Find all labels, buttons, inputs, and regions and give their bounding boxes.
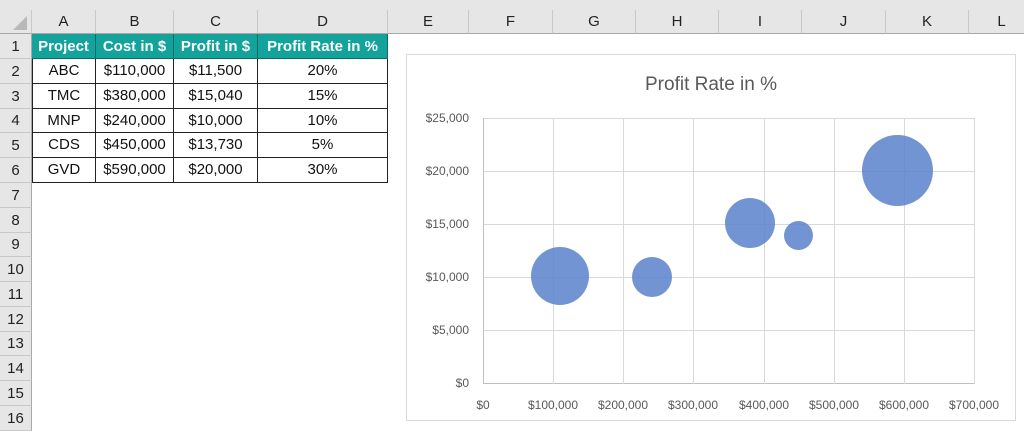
y-tick-label: $5,000 <box>432 323 469 337</box>
column-header-h[interactable]: H <box>636 10 719 34</box>
row-header-9[interactable]: 9 <box>0 233 32 257</box>
gridline-x-400000 <box>764 118 765 384</box>
row-header-16[interactable]: 16 <box>0 406 32 431</box>
cell-b4[interactable]: $240,000 <box>96 109 174 133</box>
x-tick-label: $300,000 <box>667 398 719 412</box>
column-header-e[interactable]: E <box>388 10 469 34</box>
y-tick-label: $10,000 <box>425 270 469 284</box>
cell-b3[interactable]: $380,000 <box>96 84 174 109</box>
bubble-tmc[interactable] <box>725 198 775 248</box>
cell-d2[interactable]: 20% <box>258 59 388 84</box>
row-header-11[interactable]: 11 <box>0 282 32 307</box>
column-header-k[interactable]: K <box>886 10 969 34</box>
cell-c4[interactable]: $10,000 <box>174 109 258 133</box>
row-header-1[interactable]: 1 <box>0 34 32 59</box>
row-header-2[interactable]: 2 <box>0 59 32 84</box>
cell-d4[interactable]: 10% <box>258 109 388 133</box>
gridline-y-20000 <box>483 171 974 172</box>
row-header-8[interactable]: 8 <box>0 208 32 233</box>
select-all-button[interactable] <box>0 10 32 34</box>
row-header-7[interactable]: 7 <box>0 183 32 208</box>
cell-a4[interactable]: MNP <box>32 109 96 133</box>
y-tick-label: $15,000 <box>425 217 469 231</box>
cell-d6[interactable]: 30% <box>258 158 388 183</box>
cell-b2[interactable]: $110,000 <box>96 59 174 84</box>
cell-d3[interactable]: 15% <box>258 84 388 109</box>
x-tick-label: $700,000 <box>948 398 1000 412</box>
y-axis-line <box>483 118 484 384</box>
cell-b5[interactable]: $450,000 <box>96 133 174 158</box>
gridline-y-10000 <box>483 277 974 278</box>
x-tick-label: $100,000 <box>527 398 579 412</box>
gridline-x-600000 <box>904 118 905 384</box>
y-tick-label: $20,000 <box>425 164 469 178</box>
bubble-gvd[interactable] <box>862 135 933 206</box>
row-header-3[interactable]: 3 <box>0 84 32 109</box>
gridline-x-200000 <box>623 118 624 384</box>
cell-c1-header-profit[interactable]: Profit in $ <box>174 34 258 59</box>
column-header-d[interactable]: D <box>258 10 388 34</box>
cell-a2[interactable]: ABC <box>32 59 96 84</box>
select-all-triangle-icon <box>13 16 27 30</box>
row-header-4[interactable]: 4 <box>0 109 32 133</box>
column-header-g[interactable]: G <box>553 10 636 34</box>
gridline-x-300000 <box>693 118 694 384</box>
ribbon-edge <box>0 0 1024 10</box>
column-header-f[interactable]: F <box>469 10 553 34</box>
x-tick-label: $500,000 <box>808 398 860 412</box>
cell-c2[interactable]: $11,500 <box>174 59 258 84</box>
row-header-6[interactable]: 6 <box>0 158 32 183</box>
bubble-mnp[interactable] <box>632 257 672 297</box>
cell-b1-header-cost[interactable]: Cost in $ <box>96 34 174 59</box>
cell-c6[interactable]: $20,000 <box>174 158 258 183</box>
row-header-14[interactable]: 14 <box>0 356 32 381</box>
cell-d1-header-profit-rate[interactable]: Profit Rate in % <box>258 34 388 59</box>
cell-b6[interactable]: $590,000 <box>96 158 174 183</box>
x-tick-label: $600,000 <box>878 398 930 412</box>
cell-a5[interactable]: CDS <box>32 133 96 158</box>
row-header-13[interactable]: 13 <box>0 332 32 356</box>
cell-c3[interactable]: $15,040 <box>174 84 258 109</box>
plot-area[interactable] <box>483 118 975 384</box>
cell-a1-header-project[interactable]: Project <box>32 34 96 59</box>
gridline-y-25000 <box>483 118 974 119</box>
cell-d5[interactable]: 5% <box>258 133 388 158</box>
column-header-j[interactable]: J <box>802 10 886 34</box>
cell-a3[interactable]: TMC <box>32 84 96 109</box>
gridline-x-500000 <box>834 118 835 384</box>
bubble-cds[interactable] <box>784 221 813 250</box>
column-header-l[interactable]: L <box>969 10 1024 34</box>
column-header-b[interactable]: B <box>96 10 174 34</box>
x-tick-label: $0 <box>476 398 490 412</box>
y-tick-label: $0 <box>455 376 469 390</box>
x-tick-label: $400,000 <box>738 398 790 412</box>
cell-a6[interactable]: GVD <box>32 158 96 183</box>
bubble-chart[interactable]: Profit Rate in % $25,000 $20,000 $15,000… <box>406 54 1016 421</box>
row-header-5[interactable]: 5 <box>0 133 32 158</box>
chart-title[interactable]: Profit Rate in % <box>645 74 777 95</box>
bubble-abc[interactable] <box>531 247 589 305</box>
x-tick-label: $200,000 <box>597 398 649 412</box>
row-header-15[interactable]: 15 <box>0 381 32 406</box>
row-header-12[interactable]: 12 <box>0 307 32 332</box>
row-header-10[interactable]: 10 <box>0 257 32 282</box>
y-tick-label: $25,000 <box>425 111 469 125</box>
column-header-c[interactable]: C <box>174 10 258 34</box>
column-header-a[interactable]: A <box>32 10 96 34</box>
x-axis-line <box>483 383 974 384</box>
gridline-y-5000 <box>483 330 974 331</box>
gridline-x-700000 <box>974 118 975 384</box>
cell-c5[interactable]: $13,730 <box>174 133 258 158</box>
column-header-i[interactable]: I <box>719 10 802 34</box>
